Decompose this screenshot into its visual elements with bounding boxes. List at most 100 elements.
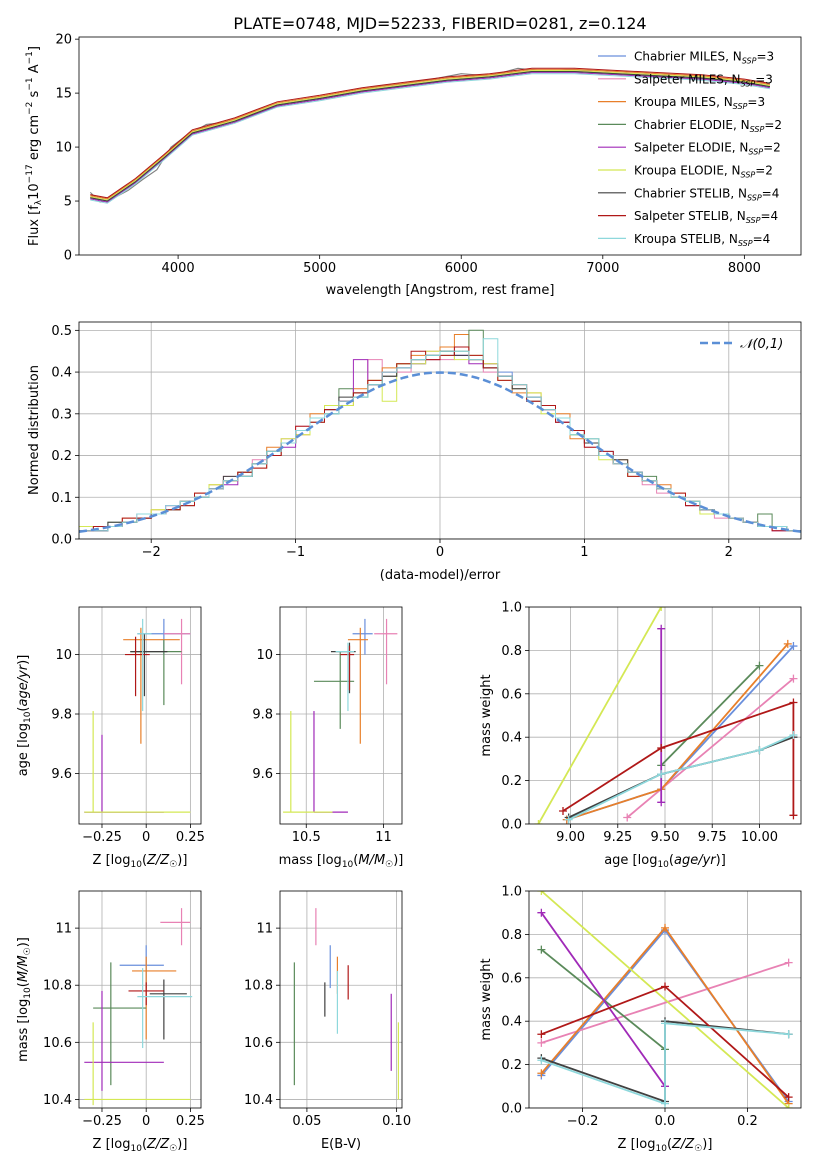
y-tick-label: 1.0 (501, 601, 522, 616)
x-tick-label: 1 (580, 545, 588, 560)
y-tick-label: 15 (55, 87, 72, 102)
errorbar-kroupa-stelib (335, 642, 355, 712)
x-axis-label-spectrum: wavelength [Angstrom, rest frame] (326, 283, 555, 298)
x-tick-label: 0.10 (382, 1114, 411, 1129)
axes-mass-vs-Z: −0.25 0 0.25 10.4 10.6 10.8 11 (43, 890, 205, 1129)
legend-entry: Kroupa MILES, NSSP=3 (634, 95, 765, 111)
y-tick-label: 10.4 (43, 1093, 72, 1108)
weight-marker (657, 798, 666, 807)
legend-entry: Chabrier MILES, NSSP=3 (634, 50, 774, 66)
weight-marker (783, 639, 792, 648)
errorbar-kroupa-elodie (84, 1022, 191, 1106)
axes-age-vs-mass: 10.5 11 9.6 9.8 10 (252, 606, 403, 845)
y-tick-label: 20 (55, 33, 72, 48)
y-tick-label: 11 (55, 922, 72, 937)
axes-mass-vs-ebv: 0.05 0.10 10.4 10.6 10.8 11 (244, 890, 411, 1129)
x-tick-label: 0 (436, 545, 444, 560)
y-tick-label: 0.5 (51, 324, 72, 339)
errorbar-salpeter-elodie (84, 990, 164, 1091)
x-tick-label: 7000 (586, 261, 619, 276)
y-tick-label: 0.2 (501, 774, 522, 789)
x-tick-label: 9.25 (603, 830, 632, 845)
y-axis-label-residuals: Normed distribution (27, 365, 42, 495)
figure-title: PLATE=0748, MJD=52233, FIBERID=0281, z=0… (233, 14, 646, 33)
weight-marker (789, 811, 798, 820)
errorbar-salpeter-stelib (340, 645, 355, 691)
x-tick-label: 5000 (303, 261, 336, 276)
weight-marker (657, 744, 666, 753)
y-tick-label: 0.8 (501, 928, 522, 943)
plot-area-residuals (79, 322, 801, 539)
errorbar-chabrier-stelib (330, 642, 356, 694)
errorbar-kroupa-miles (132, 956, 177, 1040)
plot-area-age-vs-mass (280, 607, 402, 824)
y-tick-label: 0.0 (51, 533, 72, 548)
errorbar-kroupa-miles (347, 627, 369, 744)
errorbar-kroupa-stelib (137, 968, 193, 1049)
y-tick-label: 0.6 (501, 687, 522, 702)
errorbar-salpeter-miles (374, 618, 398, 685)
y-tick-label: 0.8 (501, 644, 522, 659)
y-tick-label: 0.4 (501, 731, 522, 746)
model-line-kroupa-elodie (90, 70, 770, 201)
weight-marker (537, 908, 546, 917)
x-tick-label: 6000 (445, 261, 478, 276)
y-tick-label: 10 (55, 141, 72, 156)
weight-marker (789, 642, 798, 651)
y-axis-label-spectrum: Flux [fλ10−17 erg cm−2 s−1 A−1] (25, 46, 44, 246)
y-axis-label-mass-vs-Z: mass [log10(M/M☉)] (16, 937, 33, 1062)
axes-weight-vs-Z: −0.2 0.0 0.2 0.0 0.2 0.4 0.6 0.8 1.0 (501, 885, 802, 1129)
legend-residuals: 𝒩(0,1) (700, 337, 783, 352)
model-line-kroupa-miles (90, 68, 770, 200)
weight-line-salpeter-stelib (537, 982, 793, 1102)
x-axis-label-mass-vs-Z: Z [log10(Z/Z☉)] (93, 1137, 188, 1154)
weight-marker (784, 958, 793, 967)
normal-distribution-line (79, 371, 801, 533)
y-tick-label: 9.6 (252, 767, 273, 782)
y-tick-label: 11 (256, 922, 273, 937)
x-tick-label: 9.75 (698, 830, 727, 845)
axes-frame (78, 36, 802, 256)
x-tick-label: 0.0 (655, 1114, 676, 1129)
weight-marker (661, 1019, 669, 1028)
legend-entry: Chabrier STELIB, NSSP=4 (634, 186, 779, 202)
x-axis-label-weight-vs-Z: Z [log10(Z/Z☉)] (618, 1137, 713, 1154)
x-tick-label: 0.05 (292, 1114, 321, 1129)
weight-line-kroupa-elodie (537, 891, 793, 1108)
weight-marker (789, 674, 798, 683)
errorbar-chabrier-stelib (130, 633, 168, 697)
weight-line (541, 961, 789, 1044)
x-tick-label: 0 (142, 830, 150, 845)
x-tick-label: −0.2 (567, 1114, 599, 1129)
weight-marker (559, 806, 567, 815)
model-line-chabrier-stelib (90, 71, 770, 202)
plot-area-age-vs-Z (79, 607, 201, 824)
weight-marker (755, 746, 764, 755)
weight-marker (537, 1030, 546, 1039)
x-tick-label: 2 (725, 545, 733, 560)
y-tick-label: 0.2 (501, 1058, 522, 1073)
axes-frame (528, 890, 802, 1109)
weight-marker (537, 1038, 546, 1047)
x-axis-label-age-vs-mass: mass [log10(M/M☉)] (279, 853, 404, 870)
y-tick-label: 0.4 (501, 1015, 522, 1030)
x-tick-label: 4000 (162, 261, 195, 276)
weight-line-chabrier-miles (562, 642, 798, 824)
weight-marker (784, 1030, 793, 1039)
legend-entry: Kroupa STELIB, NSSP=4 (634, 232, 770, 248)
axes-frame (279, 606, 403, 825)
x-tick-label: 8000 (728, 261, 761, 276)
errorbar-kroupa-stelib (137, 618, 152, 712)
weight-line (660, 664, 761, 767)
y-tick-label: 10.6 (244, 1036, 273, 1051)
y-tick-label: 0.4 (51, 366, 72, 381)
weight-marker (784, 1104, 793, 1108)
y-tick-label: 9.8 (252, 708, 273, 723)
weight-line-kroupa-stelib (537, 1019, 793, 1108)
x-tick-label: −0.25 (82, 1114, 122, 1129)
x-tick-label: 9.00 (556, 830, 585, 845)
weight-line-kroupa-elodie (534, 607, 666, 824)
x-tick-label: 11 (375, 830, 392, 845)
weight-line-salpeter-miles (537, 958, 793, 1047)
